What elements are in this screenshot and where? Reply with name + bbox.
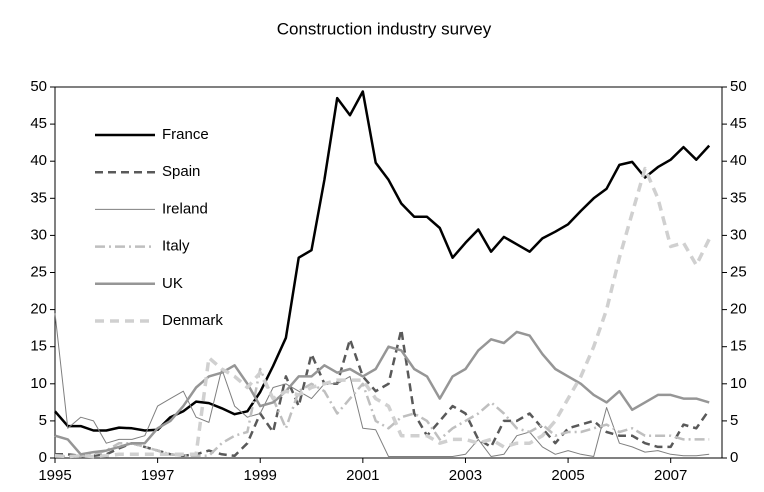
x-tick-label: 2005: [551, 467, 584, 484]
y2-tick-label: 45: [730, 115, 747, 132]
series-line: [54, 90, 711, 432]
y2-tick-label: 15: [730, 338, 747, 355]
x-tick-label: 1995: [38, 467, 71, 484]
y2-tick-label: 30: [730, 226, 747, 243]
series-line: [54, 313, 710, 457]
y-tick-label: 10: [30, 375, 47, 392]
y2-tick-label: 40: [730, 152, 747, 169]
y-tick-label: 15: [30, 338, 47, 355]
plot-frame: [54, 86, 723, 459]
y2-tick-label: 50: [730, 78, 747, 95]
y-tick-label: 30: [30, 226, 47, 243]
y2-tick-label: 0: [730, 449, 738, 466]
legend-label: Denmark: [162, 312, 223, 329]
y-tick-label: 25: [30, 263, 47, 280]
series-line: [54, 166, 711, 459]
x-tick-label: 1999: [244, 467, 277, 484]
y2-tick-label: 10: [730, 375, 747, 392]
y-tick-label: 20: [30, 301, 47, 318]
x-tick-label: 2003: [449, 467, 482, 484]
y-tick-label: 40: [30, 152, 47, 169]
legend-label: Spain: [162, 163, 200, 180]
x-tick-label: 2001: [346, 467, 379, 484]
legend-label: Ireland: [162, 200, 208, 217]
y2-tick-label: 20: [730, 301, 747, 318]
legend-label: Italy: [162, 238, 190, 255]
chart-title: Construction industry survey: [277, 19, 492, 38]
y-tick-label: 0: [39, 449, 47, 466]
y-tick-label: 50: [30, 78, 47, 95]
series-line: [55, 328, 711, 458]
series-line: [55, 367, 710, 458]
y2-tick-label: 5: [730, 412, 738, 429]
series-line: [54, 330, 710, 456]
x-tick-label: 1997: [141, 467, 174, 484]
y-tick-label: 35: [30, 189, 47, 206]
y-tick-label: 45: [30, 115, 47, 132]
x-tick-label: 2007: [654, 467, 687, 484]
y2-tick-label: 25: [730, 263, 747, 280]
legend-label: France: [162, 126, 209, 143]
y-tick-label: 5: [39, 412, 47, 429]
legend-label: UK: [162, 275, 183, 292]
y2-tick-label: 35: [730, 189, 747, 206]
